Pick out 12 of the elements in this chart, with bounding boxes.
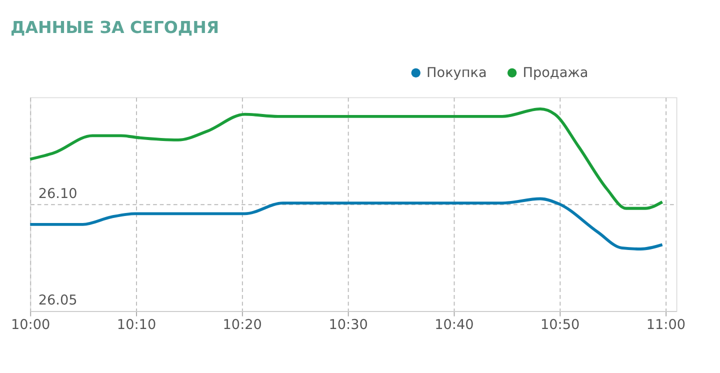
legend-label: Покупка xyxy=(426,64,487,81)
y-tick-label: 26.05 xyxy=(38,292,78,309)
chart-title: ДАННЫЕ ЗА СЕГОДНЯ xyxy=(10,18,220,38)
x-tick-label: 10:20 xyxy=(222,316,262,333)
x-tick-label: 10:50 xyxy=(540,316,580,333)
legend-label: Продажа xyxy=(522,64,588,81)
y-tick-label: 26.10 xyxy=(38,186,78,202)
x-tick-label: 11:00 xyxy=(646,316,686,333)
x-tick-label: 10:00 xyxy=(11,316,50,333)
x-tick-label: 10:40 xyxy=(434,316,474,333)
x-tick-label: 10:30 xyxy=(328,316,368,333)
x-tick-label: 10:10 xyxy=(116,316,156,333)
